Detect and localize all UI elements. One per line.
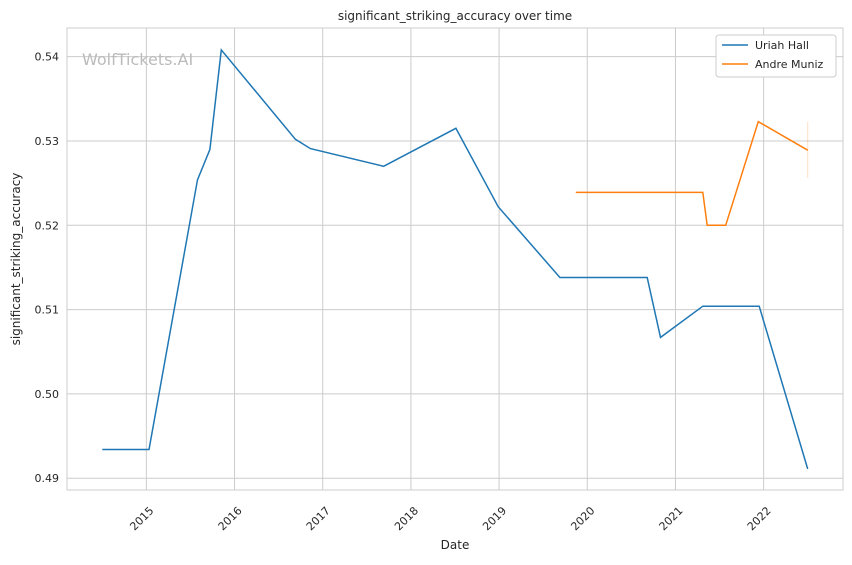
y-tick-label: 0.51	[35, 304, 60, 317]
y-tick-label: 0.54	[35, 51, 60, 64]
x-tick-label: 2015	[127, 504, 156, 533]
legend-label-uriah-hall: Uriah Hall	[755, 39, 809, 52]
y-tick-label: 0.49	[35, 472, 60, 485]
watermark: WolfTickets.AI	[82, 50, 193, 69]
y-axis-label: significant_striking_accuracy	[9, 173, 23, 346]
legend-label-andre-muniz: Andre Muniz	[755, 58, 824, 71]
x-tick-label: 2022	[745, 504, 774, 533]
x-tick-label: 2017	[304, 504, 333, 533]
legend: Uriah Hall Andre Muniz	[716, 35, 836, 77]
y-tick-label: 0.52	[35, 219, 60, 232]
x-tick-label: 2019	[480, 504, 509, 533]
x-tick-label: 2016	[216, 504, 245, 533]
x-axis-label: Date	[441, 538, 470, 552]
y-tick-label: 0.53	[35, 135, 60, 148]
x-tick-label: 2020	[568, 504, 597, 533]
x-tick-label: 2021	[657, 504, 686, 533]
y-tick-label: 0.50	[35, 388, 60, 401]
chart-title: significant_striking_accuracy over time	[338, 9, 572, 23]
x-tick-label: 2018	[392, 504, 421, 533]
